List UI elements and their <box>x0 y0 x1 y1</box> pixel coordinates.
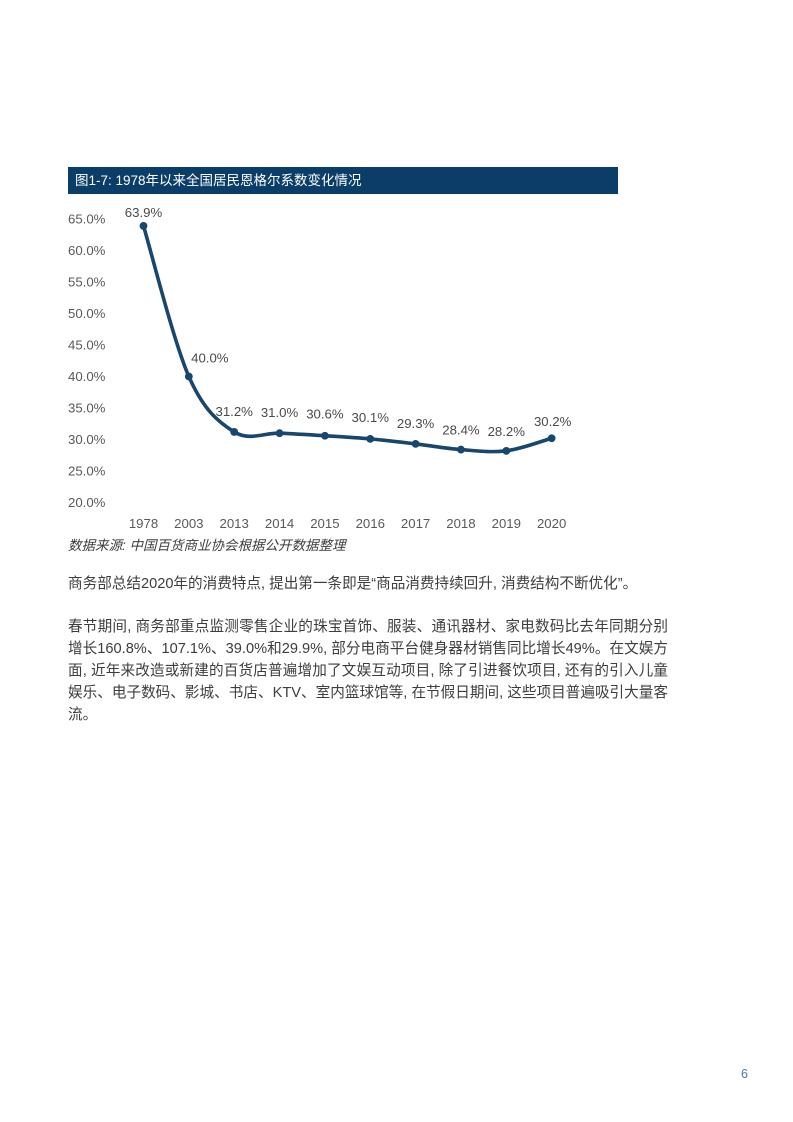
y-axis-tick-label: 60.0% <box>68 243 106 258</box>
data-point-marker <box>366 434 375 443</box>
data-point-label: 31.2% <box>215 404 253 419</box>
data-point-marker <box>411 440 420 448</box>
data-point-label: 63.9% <box>125 205 163 220</box>
x-axis-tick-label: 1978 <box>129 516 158 531</box>
data-source-note: 数据来源: 中国百货商业协会根据公开数据整理 <box>68 538 346 553</box>
x-axis-tick-label: 2013 <box>220 516 249 531</box>
x-axis-tick-label: 2014 <box>265 516 294 531</box>
data-point-marker <box>547 434 556 443</box>
body-paragraph-2: 春节期间, 商务部重点监测零售企业的珠宝首饰、服装、通讯器材、家电数码比去年同期… <box>68 619 668 723</box>
y-axis-tick-label: 55.0% <box>68 275 106 290</box>
data-point-marker <box>502 446 511 455</box>
data-point-label: 30.2% <box>534 414 572 429</box>
y-axis-tick-label: 40.0% <box>68 369 106 384</box>
x-axis-tick-label: 2003 <box>174 516 203 531</box>
x-axis-tick-label: 2020 <box>537 516 566 531</box>
x-axis-tick-label: 2017 <box>401 516 430 531</box>
figure-title-banner: 图1-7: 1978年以来全国居民恩格尔系数变化情况 <box>68 167 618 194</box>
data-point-label: 40.0% <box>191 351 229 366</box>
y-axis-tick-label: 35.0% <box>68 401 106 416</box>
y-axis-tick-label: 50.0% <box>68 306 106 321</box>
data-point-label: 30.6% <box>306 407 344 422</box>
data-point-label: 30.1% <box>352 410 390 425</box>
y-axis-tick-label: 65.0% <box>68 212 106 227</box>
data-point-marker <box>184 372 193 381</box>
data-point-label: 29.3% <box>397 416 435 431</box>
page-number: 6 <box>741 1067 748 1081</box>
x-axis-tick-label: 2019 <box>492 516 521 531</box>
x-axis-tick-label: 2015 <box>310 516 339 531</box>
data-point-label: 31.0% <box>261 405 299 420</box>
data-point-marker <box>139 222 148 230</box>
data-point-marker <box>321 431 329 440</box>
data-point-marker <box>275 429 284 438</box>
x-axis-tick-label: 2018 <box>446 516 475 531</box>
y-axis-tick-label: 45.0% <box>68 338 106 353</box>
data-point-marker <box>457 445 465 454</box>
trend-line <box>141 224 554 454</box>
y-axis-tick-label: 25.0% <box>68 464 106 479</box>
y-axis-tick-label: 20.0% <box>68 495 106 510</box>
body-paragraph-1: 商务部总结2020年的消费特点, 提出第一条即是“商品消费持续回升, 消费结构不… <box>68 576 638 592</box>
y-axis-tick-label: 30.0% <box>68 432 106 447</box>
figure-title: 图1-7: 1978年以来全国居民恩格尔系数变化情况 <box>75 173 362 188</box>
engel-coefficient-line-chart: 65.0% 60.0% 55.0% 50.0% 45.0% 40.0% 35.0% 30.0%… <box>68 205 572 531</box>
data-point-label: 28.2% <box>488 424 526 439</box>
data-point-marker <box>230 428 239 436</box>
data-point-label: 28.4% <box>442 423 480 438</box>
x-axis-tick-label: 2016 <box>356 516 385 531</box>
